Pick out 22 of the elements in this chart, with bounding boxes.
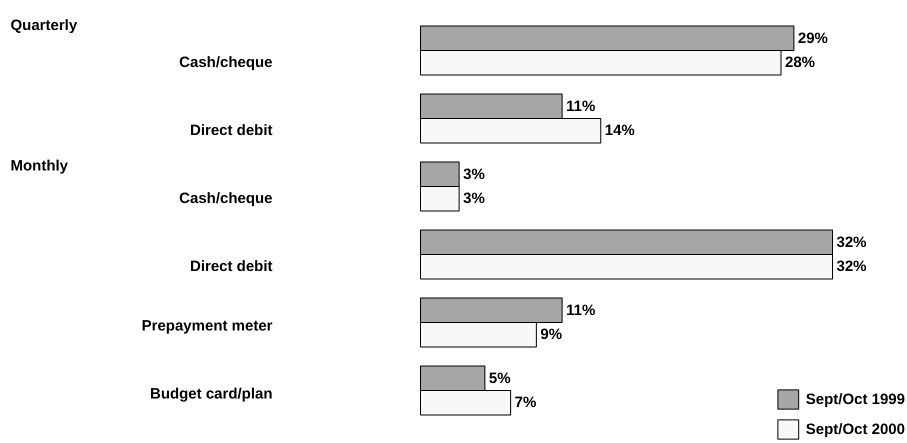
text: Monthly — [10, 158, 69, 175]
data-label: 3% — [463, 190, 485, 208]
legend-label: Sept/Oct 1999 — [806, 390, 905, 408]
data-label: 28% — [785, 54, 816, 72]
text: Quarterly — [10, 16, 78, 34]
data-label: 5% — [488, 370, 511, 387]
data-label: 7% — [514, 394, 536, 412]
data-label: 29% — [798, 30, 828, 47]
data-label: 9% — [540, 326, 562, 344]
data-label: 32% — [836, 258, 867, 276]
y-tick-label: Direct debit — [190, 122, 273, 140]
legend-label: Sept/Oct 2000 — [806, 420, 905, 438]
data-label: 11% — [566, 98, 596, 115]
y-tick-label: Direct debit — [190, 258, 273, 276]
data-label: 11% — [566, 302, 596, 319]
data-label: 3% — [463, 166, 485, 183]
y-tick-label: Cash/cheque — [179, 54, 273, 72]
data-label: 14% — [604, 122, 635, 140]
y-tick-label: Cash/cheque — [179, 190, 273, 208]
data-label: 32% — [836, 234, 867, 251]
y-tick-label: Budget card/plan — [150, 385, 273, 402]
y-tick-label: Prepayment meter — [142, 317, 273, 334]
